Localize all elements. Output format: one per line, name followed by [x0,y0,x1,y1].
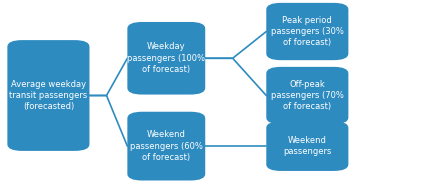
FancyBboxPatch shape [266,67,348,124]
Text: Peak period
passengers (30%
of forecast): Peak period passengers (30% of forecast) [271,15,344,48]
Text: Weekday
passengers (100%
of forecast): Weekday passengers (100% of forecast) [127,42,205,74]
Text: Average weekday
transit passengers
(forecasted): Average weekday transit passengers (fore… [9,79,88,112]
Text: Weekend
passengers: Weekend passengers [283,136,331,156]
FancyBboxPatch shape [266,121,348,171]
Text: Off-peak
passengers (70%
of forecast): Off-peak passengers (70% of forecast) [271,79,344,112]
FancyBboxPatch shape [266,3,348,60]
Text: Weekend
passengers (60%
of forecast): Weekend passengers (60% of forecast) [130,130,203,162]
FancyBboxPatch shape [127,112,205,180]
FancyBboxPatch shape [8,40,90,151]
FancyBboxPatch shape [127,22,205,95]
